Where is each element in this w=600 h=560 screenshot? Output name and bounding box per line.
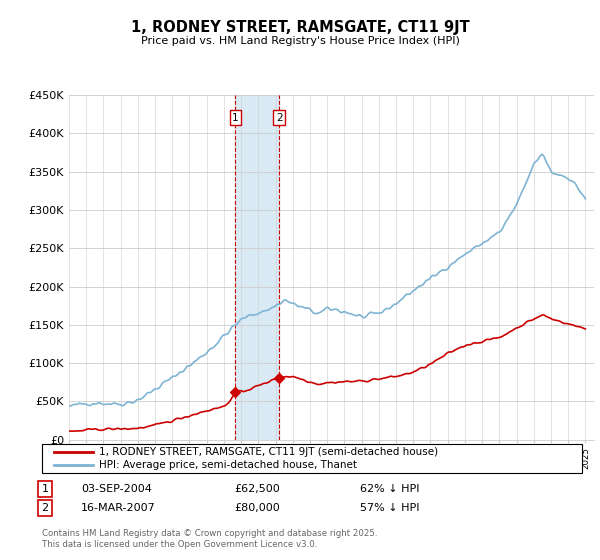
Text: 2: 2 bbox=[41, 503, 49, 513]
Text: 1: 1 bbox=[232, 113, 239, 123]
Text: 57% ↓ HPI: 57% ↓ HPI bbox=[360, 503, 419, 513]
Bar bbox=[235, 95, 279, 440]
Point bbox=[274, 374, 284, 383]
Text: 16-MAR-2007: 16-MAR-2007 bbox=[81, 503, 156, 513]
Text: Contains HM Land Registry data © Crown copyright and database right 2025.
This d: Contains HM Land Registry data © Crown c… bbox=[42, 529, 377, 549]
Text: 1, RODNEY STREET, RAMSGATE, CT11 9JT: 1, RODNEY STREET, RAMSGATE, CT11 9JT bbox=[131, 20, 469, 35]
Text: 03-SEP-2004: 03-SEP-2004 bbox=[81, 484, 152, 494]
Text: 2: 2 bbox=[276, 113, 283, 123]
Point bbox=[230, 388, 240, 396]
Text: Price paid vs. HM Land Registry's House Price Index (HPI): Price paid vs. HM Land Registry's House … bbox=[140, 36, 460, 46]
Text: 1: 1 bbox=[41, 484, 49, 494]
Text: £80,000: £80,000 bbox=[234, 503, 280, 513]
Text: £62,500: £62,500 bbox=[234, 484, 280, 494]
Text: HPI: Average price, semi-detached house, Thanet: HPI: Average price, semi-detached house,… bbox=[99, 460, 357, 470]
Text: 62% ↓ HPI: 62% ↓ HPI bbox=[360, 484, 419, 494]
Text: 1, RODNEY STREET, RAMSGATE, CT11 9JT (semi-detached house): 1, RODNEY STREET, RAMSGATE, CT11 9JT (se… bbox=[99, 447, 438, 457]
